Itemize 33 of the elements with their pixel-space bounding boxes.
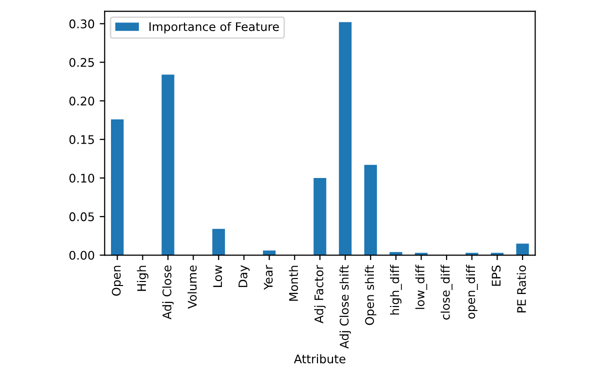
x-tick-label: Month — [288, 266, 298, 301]
bar — [162, 74, 174, 256]
x-tick-label: open_diff — [466, 264, 478, 319]
x-tick-label: Adj Close — [162, 266, 174, 320]
y-tick-label: 0.10 — [69, 174, 94, 183]
bar — [338, 22, 352, 256]
bar — [364, 164, 377, 256]
y-tick-label: 0.25 — [69, 58, 94, 67]
y-tick-label: 0.30 — [69, 19, 94, 28]
y-tick-label: 0.20 — [69, 96, 94, 106]
y-tick-label: 0.05 — [69, 212, 94, 222]
x-tick-label: Adj Factor — [314, 264, 326, 324]
bar — [110, 119, 124, 256]
x-tick-label: PE Ratio — [516, 266, 526, 312]
x-tick-label: Day — [238, 265, 250, 288]
bar — [314, 178, 326, 256]
x-tick-label: low_diff — [415, 264, 428, 309]
x-tick-label: Open — [112, 266, 124, 296]
x-tick-label: Adj Close shift — [340, 265, 351, 349]
x-axis-title: Attribute — [294, 354, 346, 364]
x-tick-label: EPS — [492, 266, 501, 286]
legend-label: Importance of Feature — [149, 22, 279, 34]
bar — [212, 228, 225, 256]
x-tick-label: high_diff — [390, 264, 402, 315]
x-tick-label: Open shift — [364, 265, 376, 325]
x-tick-label: Low — [213, 265, 222, 287]
x-tick-label: Year — [264, 264, 273, 290]
y-tick-label: 0.00 — [69, 250, 94, 260]
x-tick-label: close_diff — [440, 264, 452, 320]
y-tick-label: 0.15 — [69, 135, 94, 144]
x-tick-label: Volume — [188, 266, 197, 309]
bar — [516, 244, 529, 256]
x-tick-label: High — [136, 266, 148, 291]
